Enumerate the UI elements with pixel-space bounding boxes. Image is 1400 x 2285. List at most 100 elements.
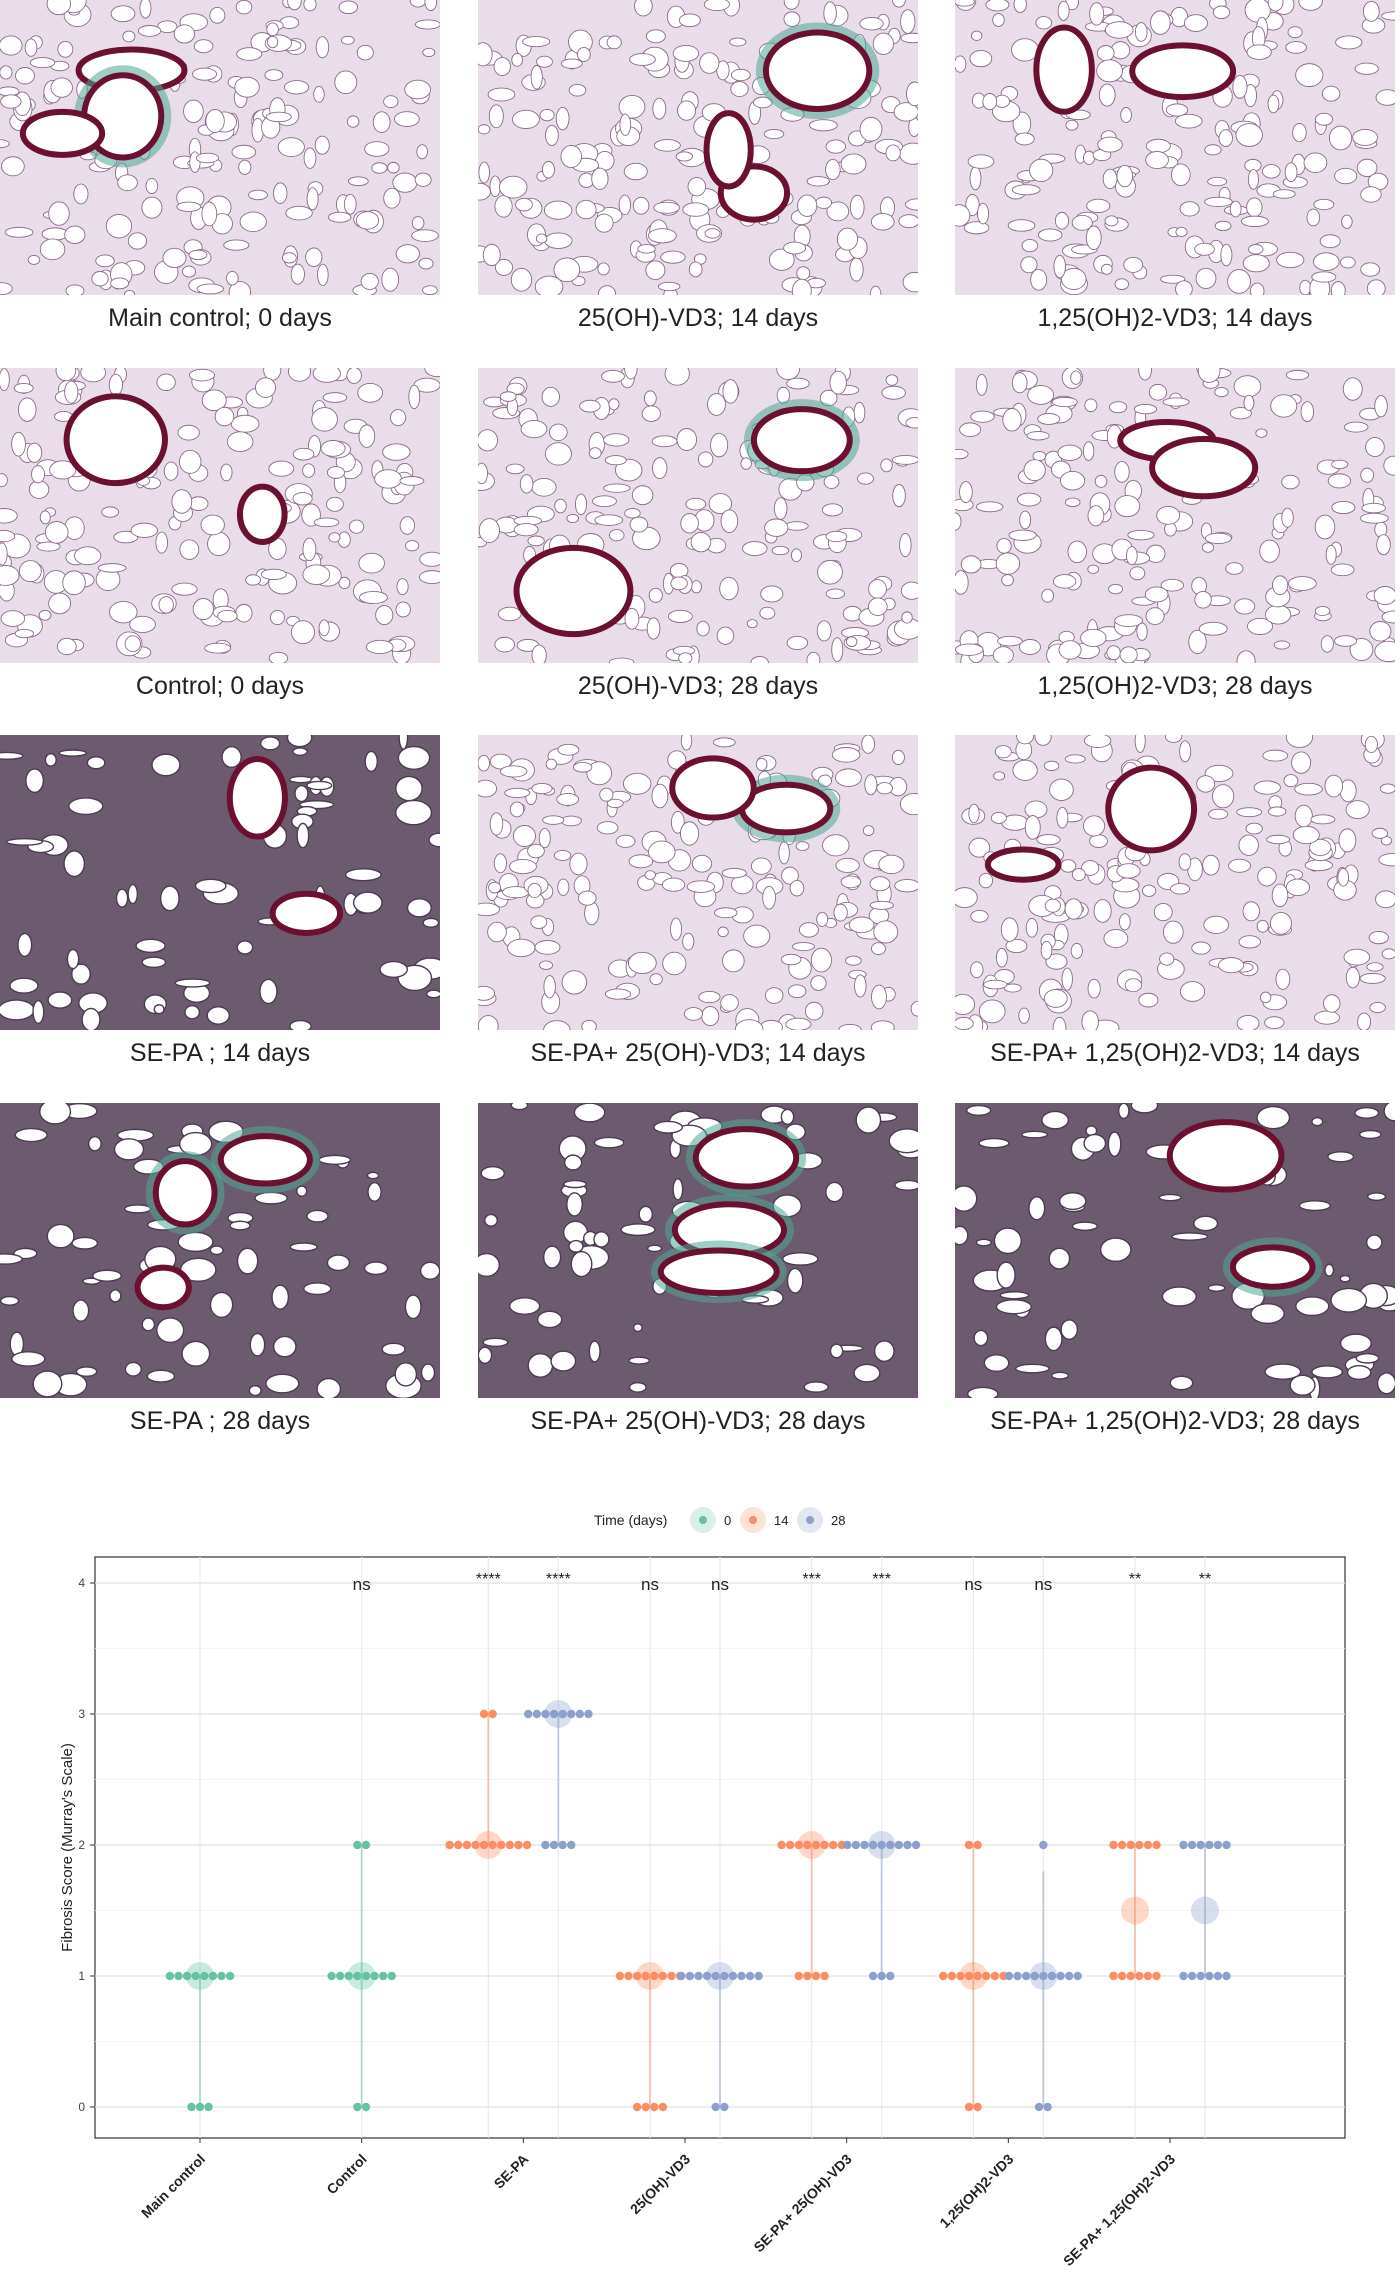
y-tick-label: 2 [78, 1838, 85, 1852]
data-group: **** [445, 1571, 532, 1859]
x-tick-label: Main control [138, 2151, 208, 2221]
data-point [1039, 1971, 1048, 1981]
data-point [1013, 1971, 1022, 1981]
data-point [811, 1840, 821, 1850]
micrograph-image [478, 1103, 918, 1398]
data-point [658, 1971, 668, 1981]
data-point [361, 2102, 371, 2112]
data-point [1004, 1971, 1014, 1981]
significance-label: ns [711, 1575, 729, 1594]
data-point [1064, 1971, 1074, 1981]
data-point [990, 1971, 1000, 1981]
data-point [911, 1840, 921, 1850]
y-tick-label: 1 [78, 1969, 85, 1983]
mean-marker [867, 1831, 896, 1859]
data-point [225, 1971, 235, 1981]
data-point [1152, 1971, 1161, 1981]
significance-label: ns [641, 1575, 659, 1594]
micrograph-caption: SE-PA ; 28 days [129, 1407, 311, 1435]
data-point [191, 1971, 200, 1981]
mean-marker [636, 1962, 664, 1990]
data-point [165, 1971, 175, 1981]
data-point [947, 1971, 957, 1981]
data-point [344, 1971, 353, 1981]
legend-label: 0 [724, 1513, 731, 1528]
data-point [541, 1709, 550, 1719]
data-point [567, 1709, 576, 1719]
micrograph-caption: 1,25(OH)2-VD3; 28 days [1037, 672, 1313, 700]
micrograph-caption: 25(OH)-VD3; 28 days [577, 672, 819, 700]
data-point [615, 1971, 625, 1981]
micrograph-image [955, 368, 1395, 663]
data-group: ns [677, 1575, 763, 2112]
data-point [327, 1971, 336, 1981]
data-point [514, 1840, 523, 1850]
data-group: ns [327, 1575, 396, 2112]
data-point [720, 1971, 729, 1981]
data-point [1205, 1971, 1214, 1981]
micrograph-image [478, 0, 918, 295]
data-point [894, 1840, 904, 1850]
data-point [820, 1971, 829, 1981]
data-point [641, 2102, 650, 2112]
data-point [711, 1971, 720, 1981]
data-point [462, 1840, 472, 1850]
micrograph-image [0, 735, 440, 1030]
data-group: ** [1179, 1571, 1231, 1981]
data-point [754, 1971, 763, 1981]
micrograph-image [955, 735, 1395, 1030]
data-group: ** [1109, 1571, 1161, 1981]
data-point [361, 1840, 371, 1850]
data-group: *** [777, 1571, 846, 1981]
data-point [1117, 1840, 1127, 1850]
data-point [1187, 1840, 1197, 1850]
data-point [1030, 1971, 1039, 1981]
data-point [532, 1709, 542, 1719]
data-point [1135, 1840, 1144, 1850]
data-point [964, 1840, 974, 1850]
x-tick-label: 25(OH)-VD3 [627, 2151, 693, 2217]
micrograph-image [955, 0, 1395, 295]
data-point [877, 1971, 886, 1981]
data-point [1196, 1840, 1205, 1850]
data-point [794, 1971, 803, 1981]
mean-marker [959, 1962, 988, 1990]
data-point [973, 1840, 982, 1850]
y-tick-label: 0 [78, 2100, 85, 2114]
data-point [886, 1971, 895, 1981]
data-point [728, 1971, 738, 1981]
data-point [720, 2102, 729, 2112]
data-point [1196, 1971, 1205, 1981]
mean-marker [1029, 1962, 1058, 1990]
data-point [1126, 1971, 1135, 1981]
data-point [445, 1840, 454, 1850]
data-group: ns [1004, 1575, 1082, 2112]
data-point [939, 1971, 948, 1981]
data-point [541, 1840, 550, 1850]
data-point [1205, 1840, 1214, 1850]
data-point [1109, 1971, 1118, 1981]
mean-marker [347, 1962, 376, 1990]
data-point [1143, 1971, 1153, 1981]
legend-key-dot [806, 1516, 814, 1524]
legend: Time (days) 0 14 28 [594, 1507, 845, 1533]
data-point [549, 1840, 559, 1850]
data-point [632, 2102, 642, 2112]
data-point [471, 1840, 480, 1850]
micrograph-caption: 25(OH)-VD3; 14 days [577, 304, 819, 332]
data-point [886, 1840, 895, 1850]
data-point [851, 1840, 861, 1850]
data-point [488, 1709, 497, 1719]
data-point [584, 1709, 593, 1719]
data-point [964, 1971, 974, 1981]
data-point [868, 1840, 878, 1850]
data-point [658, 2102, 668, 2112]
significance-label: **** [476, 1571, 501, 1588]
micrograph-image [0, 368, 440, 663]
data-point [217, 1971, 226, 1981]
data-point [1034, 2102, 1044, 2112]
data-point [860, 1840, 869, 1850]
data-point [973, 1971, 982, 1981]
data-point [803, 1840, 812, 1850]
